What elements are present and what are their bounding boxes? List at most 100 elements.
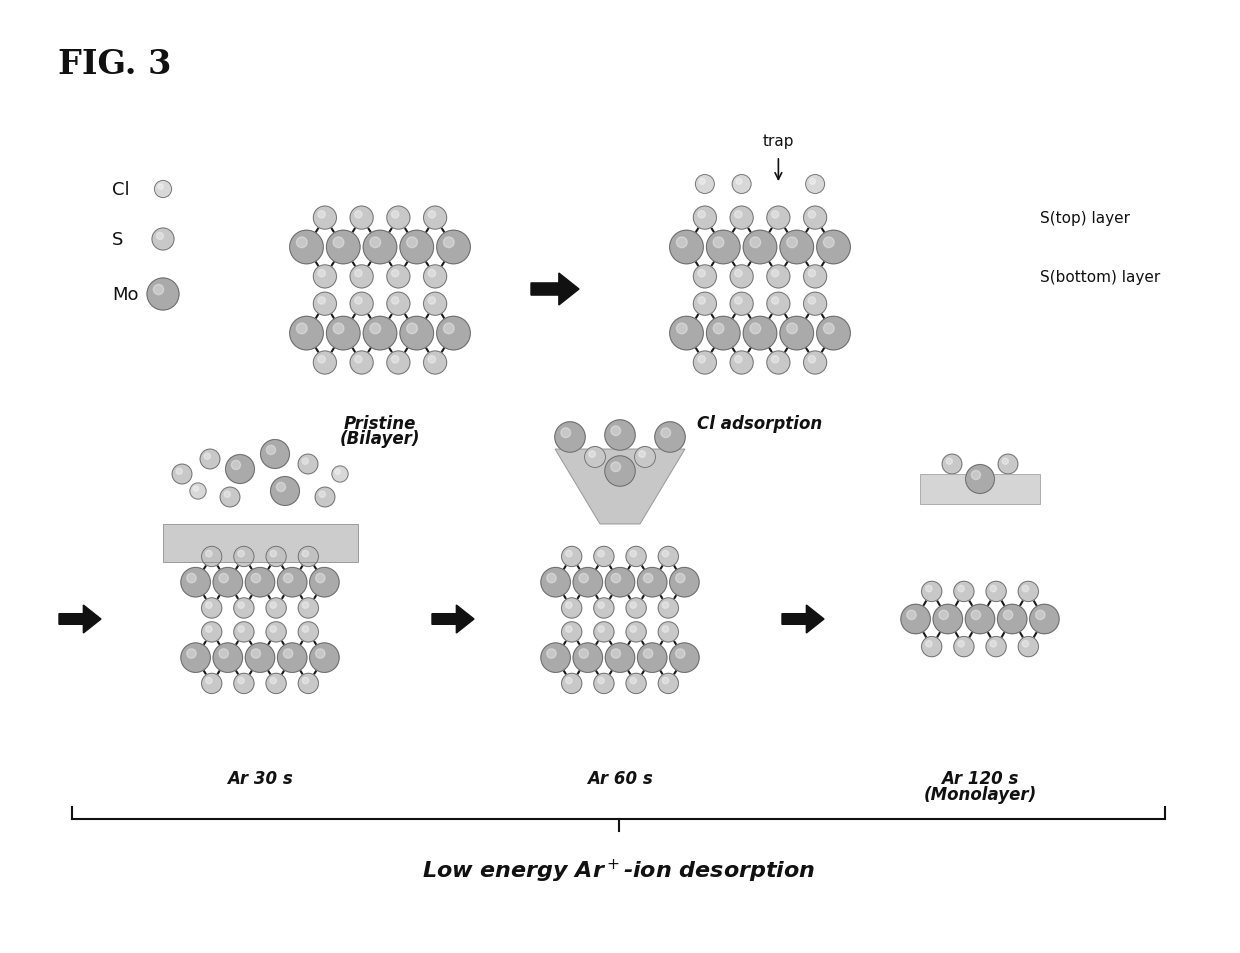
Circle shape (804, 293, 827, 315)
Circle shape (424, 293, 446, 315)
Circle shape (626, 598, 646, 618)
Circle shape (611, 462, 620, 472)
Circle shape (598, 551, 604, 558)
Circle shape (605, 456, 635, 487)
Circle shape (1022, 640, 1029, 647)
Bar (920, 475, 1040, 504)
Circle shape (424, 352, 446, 375)
Circle shape (707, 317, 740, 351)
Circle shape (730, 207, 753, 230)
Circle shape (1022, 586, 1029, 592)
Circle shape (554, 422, 585, 453)
Circle shape (202, 547, 222, 567)
Circle shape (579, 574, 589, 583)
Circle shape (428, 271, 435, 277)
Circle shape (630, 678, 636, 684)
Circle shape (730, 266, 753, 289)
Circle shape (562, 598, 582, 618)
Circle shape (661, 429, 671, 438)
Circle shape (635, 447, 656, 468)
Circle shape (290, 231, 324, 265)
Circle shape (766, 207, 790, 230)
Circle shape (547, 574, 557, 583)
Circle shape (213, 643, 243, 673)
Circle shape (906, 611, 916, 620)
Circle shape (658, 598, 678, 618)
Circle shape (605, 568, 635, 598)
Circle shape (387, 207, 410, 230)
Circle shape (808, 212, 816, 219)
Circle shape (298, 455, 317, 475)
Circle shape (598, 678, 604, 684)
Circle shape (808, 271, 816, 277)
Circle shape (732, 175, 751, 194)
Circle shape (156, 233, 164, 240)
Circle shape (804, 352, 827, 375)
Circle shape (326, 317, 360, 351)
Circle shape (428, 212, 435, 219)
Circle shape (154, 285, 164, 295)
Circle shape (232, 461, 241, 470)
Circle shape (713, 237, 724, 249)
Circle shape (579, 649, 589, 659)
Circle shape (314, 207, 336, 230)
Circle shape (965, 604, 994, 634)
Circle shape (319, 492, 325, 497)
Circle shape (326, 231, 360, 265)
Circle shape (355, 356, 362, 364)
Circle shape (401, 317, 434, 351)
Circle shape (270, 678, 277, 684)
Circle shape (771, 356, 779, 364)
Circle shape (238, 602, 244, 609)
Bar (162, 524, 357, 562)
Circle shape (698, 297, 706, 305)
Circle shape (662, 626, 668, 633)
Circle shape (392, 297, 399, 305)
Circle shape (303, 678, 309, 684)
Circle shape (317, 356, 325, 364)
Circle shape (565, 678, 572, 684)
Circle shape (224, 492, 231, 497)
Circle shape (693, 266, 717, 289)
Text: Pristine: Pristine (343, 415, 417, 433)
Circle shape (771, 212, 779, 219)
Circle shape (363, 317, 397, 351)
Circle shape (698, 271, 706, 277)
Circle shape (658, 622, 678, 642)
Text: (Monolayer): (Monolayer) (924, 785, 1037, 803)
Circle shape (808, 356, 816, 364)
Circle shape (172, 465, 192, 484)
Circle shape (267, 622, 286, 642)
Circle shape (270, 602, 277, 609)
Circle shape (193, 487, 198, 492)
Circle shape (693, 207, 717, 230)
Circle shape (637, 568, 667, 598)
Circle shape (202, 622, 222, 642)
Circle shape (424, 266, 446, 289)
Circle shape (310, 643, 339, 673)
Circle shape (734, 212, 742, 219)
Circle shape (238, 551, 244, 558)
Circle shape (734, 297, 742, 305)
Circle shape (594, 622, 614, 642)
Circle shape (670, 317, 703, 351)
Circle shape (355, 297, 362, 305)
Circle shape (942, 455, 962, 475)
Circle shape (401, 231, 434, 265)
Circle shape (234, 622, 254, 642)
Circle shape (234, 547, 254, 567)
Circle shape (573, 568, 603, 598)
Circle shape (817, 317, 851, 351)
FancyArrow shape (432, 605, 474, 634)
Circle shape (387, 266, 410, 289)
Circle shape (424, 207, 446, 230)
Circle shape (205, 454, 211, 460)
Circle shape (971, 611, 981, 620)
Circle shape (290, 317, 324, 351)
Circle shape (363, 231, 397, 265)
Circle shape (966, 465, 994, 494)
Circle shape (153, 229, 174, 251)
Circle shape (939, 611, 949, 620)
Circle shape (630, 551, 636, 558)
Circle shape (925, 640, 932, 647)
